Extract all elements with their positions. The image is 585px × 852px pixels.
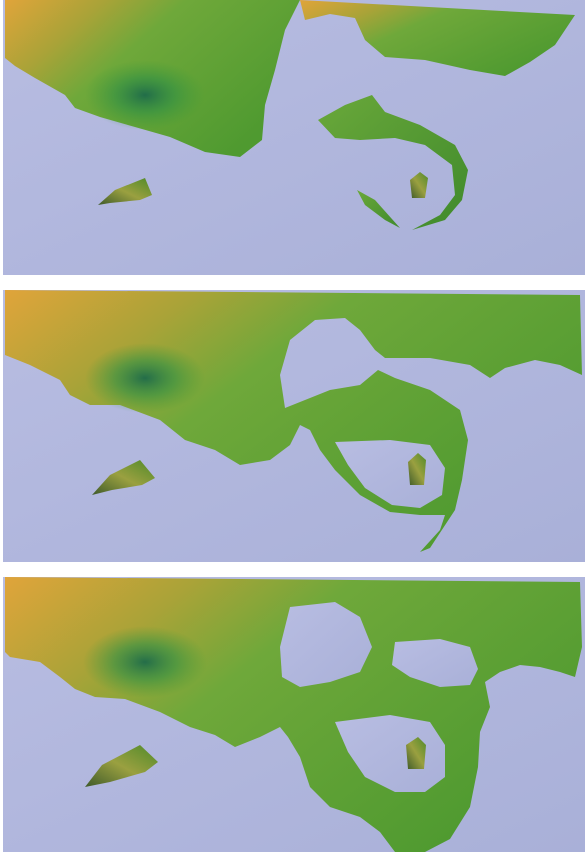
page (0, 0, 585, 852)
shadow (85, 343, 205, 413)
panel-1 (3, 0, 585, 275)
panel-2 (3, 290, 585, 562)
panel-3 (3, 577, 585, 852)
shadow (83, 626, 207, 698)
shadow (85, 60, 205, 130)
terrain-renderings (0, 0, 585, 852)
